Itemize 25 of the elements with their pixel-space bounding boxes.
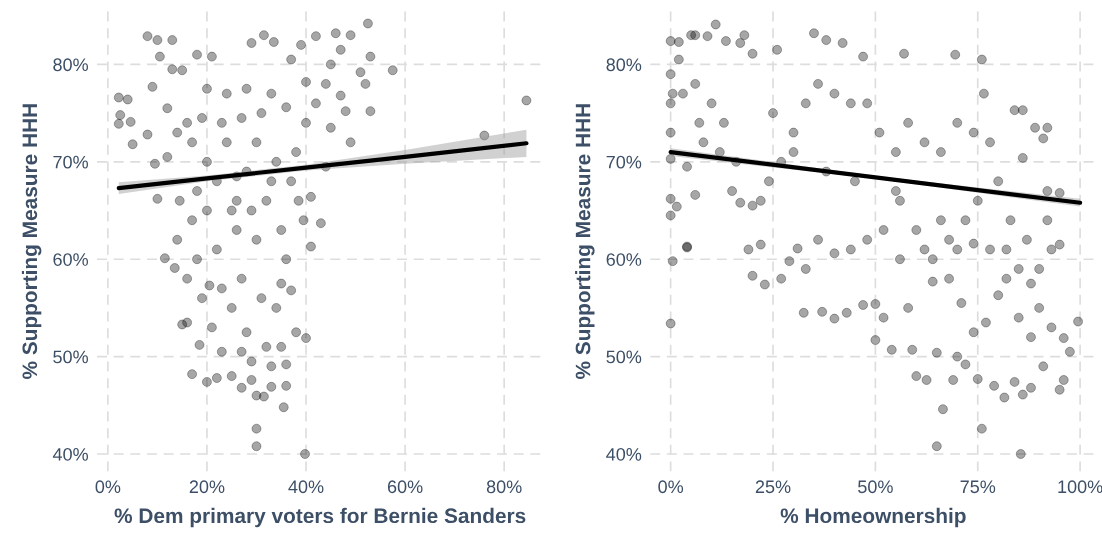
x-axis-title: % Homeownership [780, 507, 966, 528]
x-tick-label: 20% [189, 480, 225, 494]
y-tick-label: 50% [53, 350, 88, 364]
y-axis-title: % Supporting Measure HHH [575, 104, 595, 379]
y-tick-label: 50% [606, 350, 642, 364]
x-tick-label: 0% [658, 480, 684, 494]
y-tick-label: 60% [606, 253, 642, 266]
y-tick-label: 60% [53, 253, 88, 266]
x-tick-label: 75% [960, 480, 996, 494]
y-tick-label: 40% [606, 447, 642, 461]
y-axis-title: % Supporting Measure HHH [21, 104, 42, 379]
x-tick-label: 0% [95, 480, 121, 494]
x-tick-label: 80% [486, 480, 522, 494]
x-tick-label: 100% [1058, 480, 1102, 494]
y-tick-label: 70% [53, 155, 88, 169]
x-tick-label: 50% [858, 480, 893, 494]
y-tick-label: 80% [53, 58, 88, 72]
y-tick-label: 80% [606, 58, 642, 72]
line-series [116, 141, 529, 191]
y-tick-label: 70% [606, 155, 642, 169]
x-tick-label: 60% [387, 480, 423, 494]
x-tick-label: 25% [755, 480, 791, 494]
x-tick-label: 40% [288, 480, 324, 494]
x-axis-title: % Dem primary voters for Bernie Sanders [114, 507, 526, 528]
y-tick-label: 40% [52, 447, 88, 461]
